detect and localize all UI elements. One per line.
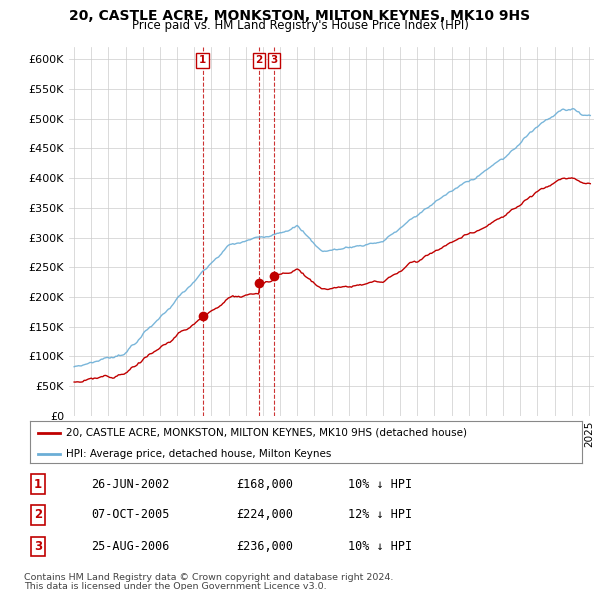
Text: £168,000: £168,000 xyxy=(236,478,293,491)
Text: £224,000: £224,000 xyxy=(236,509,293,522)
Text: 07-OCT-2005: 07-OCT-2005 xyxy=(91,509,169,522)
Text: Price paid vs. HM Land Registry's House Price Index (HPI): Price paid vs. HM Land Registry's House … xyxy=(131,19,469,32)
Text: 1: 1 xyxy=(34,478,42,491)
Text: 3: 3 xyxy=(271,55,278,65)
Text: Contains HM Land Registry data © Crown copyright and database right 2024.: Contains HM Land Registry data © Crown c… xyxy=(24,573,394,582)
Text: 25-AUG-2006: 25-AUG-2006 xyxy=(91,540,169,553)
Text: 20, CASTLE ACRE, MONKSTON, MILTON KEYNES, MK10 9HS (detached house): 20, CASTLE ACRE, MONKSTON, MILTON KEYNES… xyxy=(66,428,467,438)
Text: 2: 2 xyxy=(34,509,42,522)
Text: HPI: Average price, detached house, Milton Keynes: HPI: Average price, detached house, Milt… xyxy=(66,449,331,459)
Text: This data is licensed under the Open Government Licence v3.0.: This data is licensed under the Open Gov… xyxy=(24,582,326,590)
Text: 20, CASTLE ACRE, MONKSTON, MILTON KEYNES, MK10 9HS: 20, CASTLE ACRE, MONKSTON, MILTON KEYNES… xyxy=(70,9,530,23)
Text: 12% ↓ HPI: 12% ↓ HPI xyxy=(347,509,412,522)
Text: 10% ↓ HPI: 10% ↓ HPI xyxy=(347,540,412,553)
Text: £236,000: £236,000 xyxy=(236,540,293,553)
Text: 10% ↓ HPI: 10% ↓ HPI xyxy=(347,478,412,491)
Text: 26-JUN-2002: 26-JUN-2002 xyxy=(91,478,169,491)
Text: 2: 2 xyxy=(256,55,263,65)
Text: 1: 1 xyxy=(199,55,206,65)
Text: 3: 3 xyxy=(34,540,42,553)
